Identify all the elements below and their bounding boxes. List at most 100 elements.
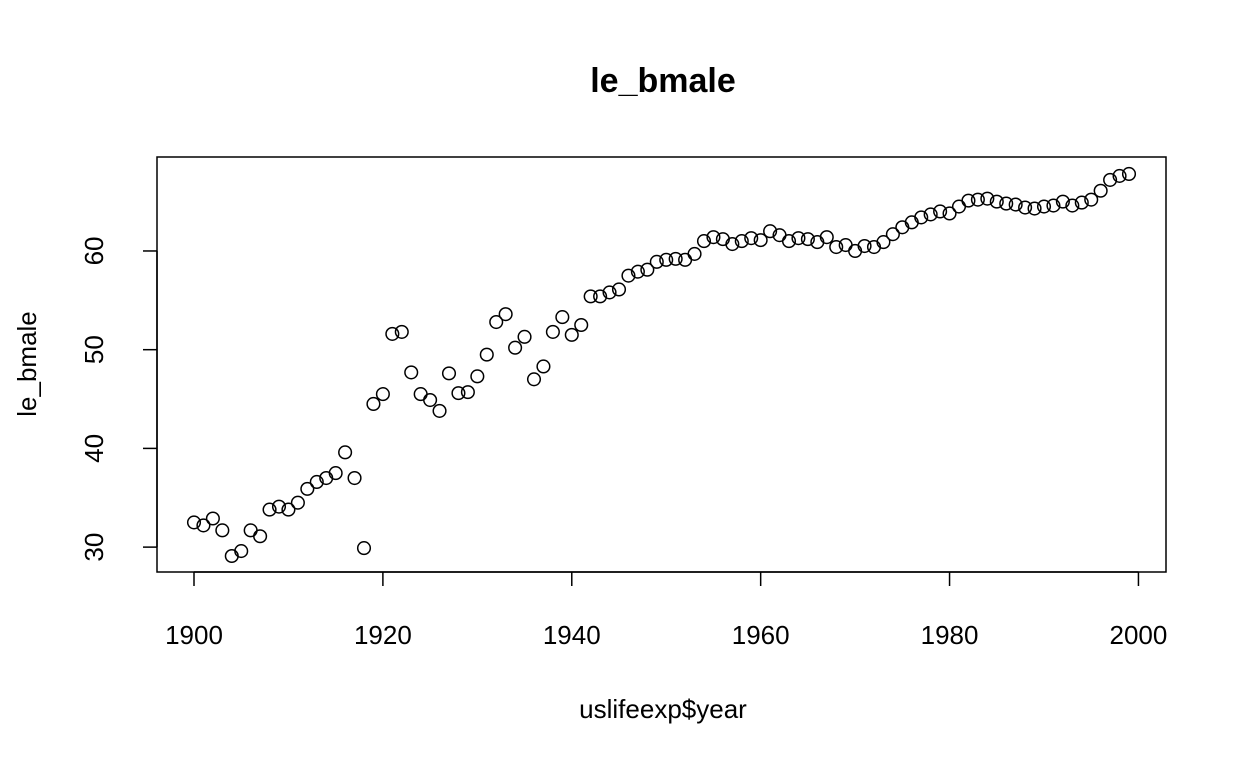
data-point (1103, 172, 1118, 187)
data-point (1055, 194, 1070, 209)
data-point (262, 502, 277, 517)
data-point (253, 529, 268, 544)
data-point (479, 347, 494, 362)
data-point (989, 194, 1004, 209)
data-point (1027, 201, 1042, 216)
data-point (1121, 166, 1137, 182)
y-tick-label: 60 (79, 237, 109, 266)
x-axis: 1900 1920 1940 1960 1980 2000 (165, 571, 1168, 650)
data-point (696, 234, 712, 249)
data-point (838, 237, 853, 253)
data-point (574, 317, 589, 333)
data-point (498, 307, 513, 322)
data-point (385, 326, 400, 341)
data-point (715, 232, 730, 247)
data-point (876, 235, 891, 250)
data-point (942, 206, 957, 221)
data-point (829, 239, 844, 255)
data-point (659, 252, 674, 267)
data-point (866, 239, 882, 255)
y-axis-label: le_bmale (12, 311, 42, 417)
data-point (432, 403, 447, 418)
data-point (460, 385, 475, 400)
data-point (819, 230, 834, 245)
data-point (1093, 183, 1108, 198)
data-point (763, 224, 778, 239)
data-point (508, 340, 523, 355)
data-point (1084, 192, 1099, 207)
data-point (300, 481, 315, 496)
data-point (441, 366, 457, 381)
data-point (1074, 195, 1089, 210)
data-point (413, 387, 428, 402)
data-point (753, 233, 768, 248)
data-point (536, 359, 551, 374)
data-point (734, 234, 749, 249)
x-axis-label: uslifeexp$year (579, 694, 747, 724)
data-point (800, 232, 815, 247)
data-point (1036, 199, 1052, 214)
data-point (791, 231, 806, 246)
data-point (904, 215, 919, 230)
data-point (951, 199, 967, 214)
data-point (895, 220, 910, 235)
data-point (1008, 197, 1023, 212)
data-point (545, 324, 560, 339)
data-point (848, 243, 863, 259)
data-point (583, 289, 598, 304)
data-point (781, 234, 797, 249)
data-point (394, 324, 409, 339)
y-tick-label: 30 (79, 533, 109, 562)
plot-box (156, 156, 1167, 573)
data-point (309, 474, 324, 490)
data-point (611, 282, 627, 297)
data-point (328, 466, 343, 481)
data-point (923, 207, 938, 222)
data-point (725, 237, 740, 252)
data-point (356, 541, 372, 556)
data-point (423, 392, 438, 408)
data-point (999, 196, 1014, 211)
x-tick-label: 1960 (732, 620, 790, 650)
data-point (224, 548, 239, 564)
data-point (347, 470, 362, 486)
data-point (621, 268, 636, 283)
data-point (470, 369, 485, 384)
data-point (375, 387, 390, 402)
data-point (857, 238, 872, 254)
x-tick-label: 1920 (354, 620, 412, 650)
chart-title: le_bmale (590, 62, 736, 100)
data-point (933, 204, 948, 219)
data-point (234, 544, 249, 559)
data-point (451, 386, 466, 401)
data-point (687, 246, 702, 261)
y-tick-label: 50 (79, 335, 109, 364)
data-point (205, 511, 220, 526)
data-point (281, 502, 296, 517)
data-point (649, 254, 664, 269)
data-point (602, 285, 617, 300)
data-point (1112, 168, 1127, 183)
data-point (526, 372, 542, 387)
data-point (668, 251, 683, 266)
data-point (885, 227, 900, 242)
data-point (630, 264, 645, 279)
data-point (970, 192, 985, 207)
data-point (186, 515, 202, 530)
x-tick-label: 2000 (1110, 620, 1168, 650)
data-points (186, 166, 1137, 564)
data-point (1046, 198, 1061, 213)
data-point (564, 327, 579, 342)
data-point (678, 252, 693, 267)
data-point (1065, 198, 1080, 213)
x-tick-label: 1900 (165, 620, 223, 650)
data-point (404, 365, 419, 380)
data-point (489, 314, 504, 330)
data-point (961, 193, 976, 208)
data-point (980, 191, 995, 206)
x-tick-label: 1940 (543, 620, 601, 650)
data-point (744, 231, 759, 246)
data-point (290, 495, 305, 510)
data-point (593, 289, 608, 304)
